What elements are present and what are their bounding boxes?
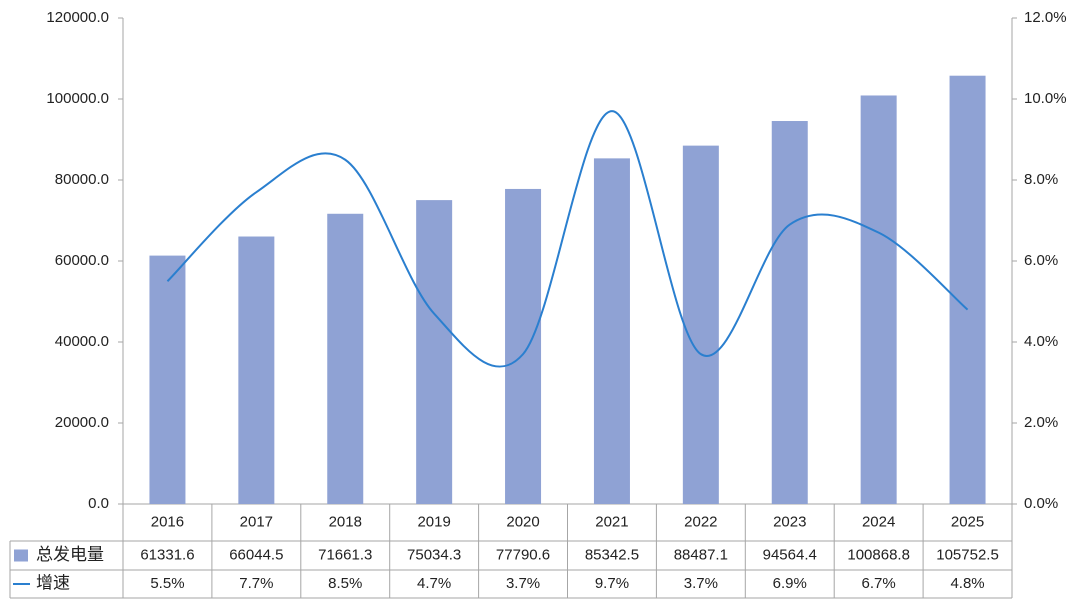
y-tick-label: 60000.0	[55, 252, 109, 269]
x-tick-label: 2023	[773, 513, 806, 530]
y-tick-label: 100000.0	[46, 90, 109, 107]
x-tick-label: 2019	[417, 513, 450, 530]
bar	[416, 200, 453, 504]
bar	[593, 158, 630, 505]
line	[166, 110, 969, 368]
table-cell: 94564.4	[763, 546, 817, 563]
y-tick-label: 80000.0	[55, 171, 109, 188]
x-tick-label: 2025	[951, 513, 984, 530]
x-tick-label: 2021	[595, 513, 628, 530]
legend-label: 总发电量	[36, 545, 104, 564]
bar	[238, 236, 275, 504]
y-tick-label: 40000.0	[55, 333, 109, 350]
y2-tick-label: 10.0%	[1024, 90, 1067, 107]
table-cell: 6.9%	[773, 575, 807, 592]
y2-tick-label: 12.0%	[1024, 9, 1067, 26]
bar	[949, 75, 986, 504]
y-tick-label: 0.0	[88, 495, 109, 512]
table-cell: 8.5%	[328, 575, 362, 592]
table-cell: 6.7%	[862, 575, 896, 592]
bar	[149, 255, 186, 504]
table-cell: 100868.8	[847, 546, 910, 563]
table-cell: 5.5%	[150, 575, 184, 592]
x-tick-label: 2018	[329, 513, 362, 530]
x-tick-label: 2024	[862, 513, 895, 530]
bar	[327, 213, 364, 504]
table-cell: 105752.5	[936, 546, 999, 563]
table-cell: 71661.3	[318, 546, 372, 563]
legend-label: 增速	[36, 573, 70, 592]
table-cell: 7.7%	[239, 575, 273, 592]
table-cell: 75034.3	[407, 546, 461, 563]
x-tick-label: 2017	[240, 513, 273, 530]
bar	[505, 188, 542, 505]
table-cell: 85342.5	[585, 546, 639, 563]
bar	[860, 95, 897, 505]
table-cell: 88487.1	[674, 546, 728, 563]
y2-tick-label: 8.0%	[1024, 171, 1058, 188]
table-cell: 4.8%	[950, 575, 984, 592]
table-cell: 77790.6	[496, 546, 550, 563]
legend-swatch	[14, 549, 28, 562]
y-tick-label: 120000.0	[46, 9, 109, 26]
y-tick-label: 20000.0	[55, 414, 109, 431]
bar	[682, 145, 719, 504]
y2-tick-label: 6.0%	[1024, 252, 1058, 269]
table-cell: 9.7%	[595, 575, 629, 592]
y2-tick-label: 0.0%	[1024, 495, 1058, 512]
x-tick-label: 2016	[151, 513, 184, 530]
table-cell: 61331.6	[140, 546, 194, 563]
y2-tick-label: 2.0%	[1024, 414, 1058, 431]
bar	[771, 121, 808, 504]
table-cell: 3.7%	[506, 575, 540, 592]
table-cell: 4.7%	[417, 575, 451, 592]
table-cell: 3.7%	[684, 575, 718, 592]
x-tick-label: 2022	[684, 513, 717, 530]
y2-tick-label: 4.0%	[1024, 333, 1058, 350]
table-cell: 66044.5	[229, 546, 283, 563]
x-tick-label: 2020	[506, 513, 539, 530]
